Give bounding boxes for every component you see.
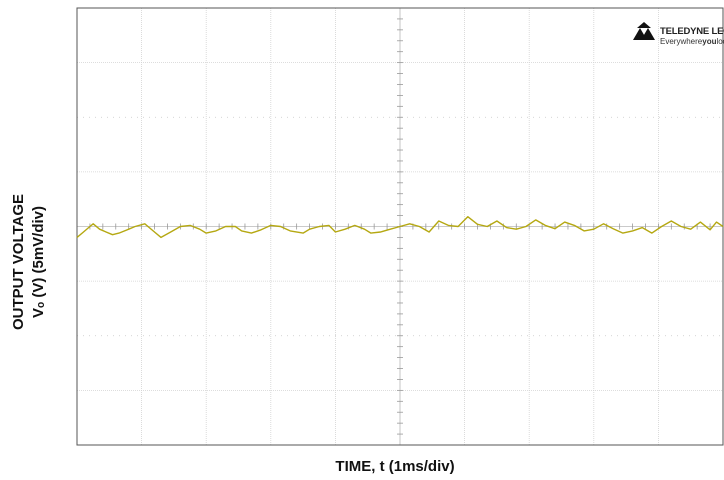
output-voltage-trace [76,216,724,239]
x-axis-title: TIME, t (1ms/div) [335,458,454,475]
y-axis-title: OUTPUT VOLTAGE Vₒ (V) (5mV/div) [10,194,47,330]
teledyne-logo-icon [633,22,655,40]
y-axis-title-line-1: OUTPUT VOLTAGE [10,194,27,330]
brand-tagline: Everywhereyoulook [660,37,724,46]
teledyne-lecroy-logo: TELEDYNE LECROY Everywhereyoulook [633,22,724,46]
brand-name: TELEDYNE LECROY [660,26,724,37]
y-axis-title-line-2: Vₒ (V) (5mV/div) [30,206,47,318]
